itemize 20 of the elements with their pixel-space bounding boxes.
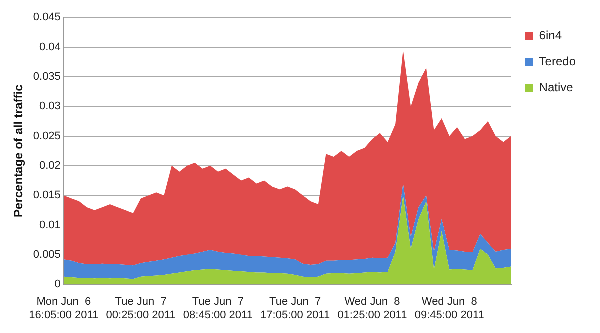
y-axis-title: Percentage of all traffic (12, 84, 26, 218)
y-tick-label: 0.03 (40, 100, 61, 113)
x-tick-label: Wed Jun 8 01:25:00 2011 (338, 296, 408, 322)
y-tick-label: 0.025 (33, 130, 61, 142)
x-tick-label: Tue Jun 7 08:45:00 2011 (183, 296, 253, 322)
x-tick-label: Wed Jun 8 09:45:00 2011 (414, 296, 484, 322)
legend-label: Native (539, 80, 574, 94)
y-tick-label: 0.005 (33, 248, 61, 261)
y-tick-label: 0.02 (40, 160, 61, 172)
y-tick-label: 0.045 (33, 12, 61, 24)
y-tick-label: 0.015 (33, 190, 61, 202)
y-tick-label: 0.035 (33, 70, 61, 83)
y-tick-label: 0 (54, 278, 61, 291)
legend-label: 6in4 (539, 28, 562, 42)
x-tick-label: Tue Jun 7 17:05:00 2011 (260, 296, 330, 322)
y-tick-label: 0.04 (40, 41, 61, 54)
legend-label: Teredo (539, 54, 576, 68)
x-tick-label: Mon Jun 6 16:05:00 2011 (29, 296, 99, 322)
y-tick-label: 0.01 (40, 219, 61, 232)
x-tick-label: Tue Jun 7 00:25:00 2011 (106, 296, 176, 322)
